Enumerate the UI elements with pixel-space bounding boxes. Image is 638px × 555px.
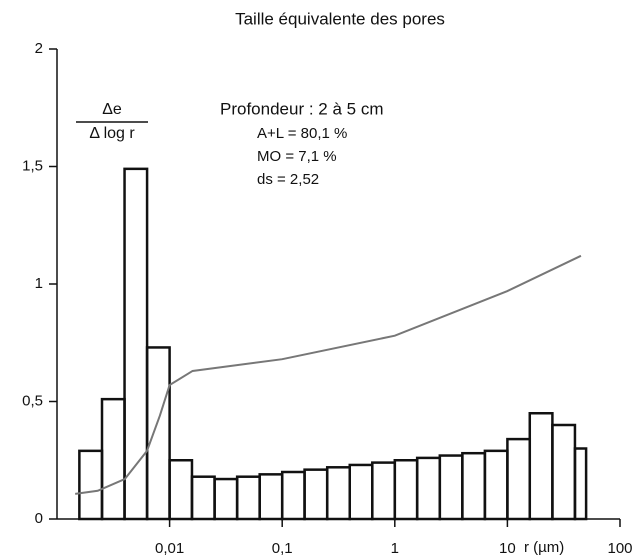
x-tick-label: 10 [499,540,516,555]
bar [280,470,306,521]
annotation: ds = 2,52 [257,171,319,188]
bar [258,473,284,521]
bar [213,477,239,521]
bar [483,449,509,521]
chart-title: Taille équivalente des pores [235,9,445,28]
bar [348,463,374,521]
annotation: Profondeur : 2 à 5 cm [220,99,383,118]
bar [325,466,351,521]
bar [528,412,554,521]
y-label-top: Δe [102,101,122,118]
bar [145,346,171,521]
x-tick-label: 0,1 [272,540,293,555]
bar [438,454,464,521]
curve [75,254,582,495]
bar [551,423,577,521]
bar [371,461,397,521]
bar [415,456,442,521]
y-tick-label: 2 [35,40,43,57]
bar [506,437,532,521]
annotation: A+L = 80,1 % [257,125,347,142]
bar [123,167,149,521]
x-axis-label: r (µm) [524,539,564,555]
y-label-bottom: Δ log r [89,125,135,142]
bar [190,475,216,521]
y-tick-label: 1 [35,275,43,292]
bar [100,397,126,521]
bar [168,459,194,521]
x-tick-label: 0,01 [155,540,184,555]
bar [461,451,487,521]
y-tick-label: 0,5 [22,392,43,409]
x-tick-label: 100 [607,540,632,555]
annotation: MO = 7,1 % [257,148,337,165]
bar [393,459,419,521]
y-tick-label: 0 [35,510,43,527]
bar [235,475,261,521]
bar [303,468,329,521]
bar [78,449,104,521]
x-tick-label: 1 [391,540,399,555]
bar [573,447,588,521]
y-tick-label: 1,5 [22,157,43,174]
